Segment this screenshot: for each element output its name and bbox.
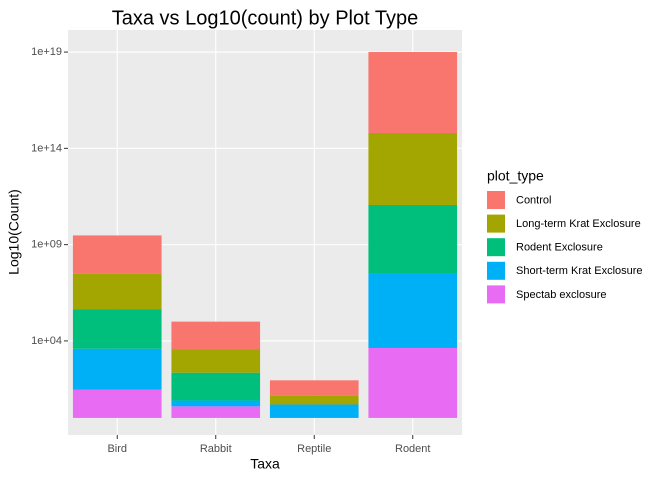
- x-tick-label: Rabbit: [200, 443, 232, 455]
- legend-key: [487, 238, 505, 257]
- bar-segment: [171, 406, 261, 418]
- bar-segment: [368, 52, 458, 133]
- bar-segment: [269, 380, 359, 396]
- bar-segment: [171, 372, 261, 401]
- y-tick-label: 1e+14: [31, 142, 62, 154]
- bar-segment: [72, 273, 162, 310]
- legend-label: Long-term Krat Exclosure: [516, 218, 641, 230]
- bar-segment: [269, 395, 359, 405]
- bar-segment: [171, 321, 261, 350]
- bar-segment: [368, 347, 458, 418]
- legend-key: [487, 285, 505, 304]
- bar-segment: [72, 348, 162, 390]
- bar-segment: [171, 400, 261, 407]
- bar-segment: [171, 349, 261, 373]
- bar-segment: [368, 132, 458, 205]
- x-tick-label: Bird: [107, 443, 127, 455]
- legend-label: Short-term Krat Exclosure: [516, 265, 643, 277]
- bar-segment: [269, 404, 359, 418]
- bar-segment: [72, 309, 162, 349]
- legend-key: [487, 261, 505, 280]
- y-tick-label: 1e+09: [31, 239, 62, 251]
- chart-title: Taxa vs Log10(count) by Plot Type: [112, 7, 418, 29]
- legend-title: plot_type: [487, 168, 544, 184]
- x-axis-label: Taxa: [250, 456, 280, 472]
- bar-segment: [368, 204, 458, 274]
- legend-key: [487, 214, 505, 233]
- x-tick-label: Reptile: [297, 443, 331, 455]
- y-tick-label: 1e+04: [31, 335, 62, 347]
- legend-label: Spectab exclosure: [516, 289, 607, 301]
- y-axis-label: Log10(Count): [6, 189, 22, 275]
- bar-segment: [72, 389, 162, 418]
- y-tick-label: 1e+19: [31, 46, 62, 58]
- legend-label: Control: [516, 194, 551, 206]
- legend-label: Rodent Exclosure: [516, 242, 603, 254]
- x-tick-label: Rodent: [395, 443, 430, 455]
- bar-segment: [72, 235, 162, 274]
- legend-key: [487, 191, 505, 209]
- bar-segment: [368, 273, 458, 348]
